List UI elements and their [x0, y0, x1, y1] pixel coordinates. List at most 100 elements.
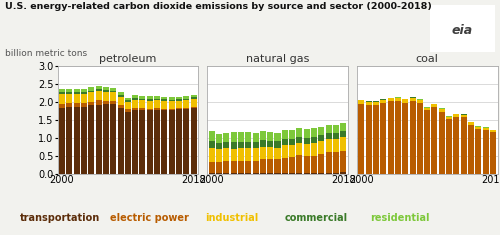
Bar: [191, 108, 197, 174]
Bar: [176, 101, 182, 108]
Bar: [132, 108, 138, 110]
Bar: [245, 148, 251, 161]
Bar: [439, 108, 445, 109]
Bar: [103, 87, 109, 90]
Bar: [230, 132, 236, 142]
Bar: [154, 96, 160, 99]
Bar: [118, 97, 124, 106]
Bar: [238, 142, 244, 148]
Bar: [267, 173, 273, 174]
Bar: [238, 148, 244, 161]
Bar: [81, 89, 87, 92]
Bar: [208, 162, 214, 173]
Bar: [169, 101, 175, 109]
Bar: [461, 114, 467, 115]
Bar: [223, 133, 229, 142]
Bar: [446, 173, 452, 174]
Bar: [296, 173, 302, 174]
Bar: [274, 133, 280, 141]
Bar: [296, 155, 302, 173]
Bar: [296, 129, 302, 137]
Bar: [66, 92, 72, 94]
Bar: [282, 145, 288, 158]
Bar: [410, 98, 416, 101]
Bar: [140, 110, 145, 174]
Bar: [490, 132, 496, 173]
Bar: [311, 156, 317, 173]
Bar: [311, 143, 317, 156]
Bar: [118, 106, 124, 108]
Bar: [245, 142, 251, 148]
Bar: [304, 144, 310, 156]
Bar: [289, 173, 295, 174]
Bar: [483, 128, 489, 130]
Bar: [476, 173, 482, 174]
Bar: [326, 133, 332, 139]
Bar: [296, 143, 302, 155]
Bar: [366, 106, 372, 173]
Bar: [147, 99, 153, 101]
Bar: [110, 104, 116, 174]
Bar: [162, 99, 168, 101]
Bar: [245, 133, 251, 142]
Bar: [388, 173, 394, 174]
Bar: [395, 173, 401, 174]
Bar: [140, 96, 145, 99]
Bar: [132, 98, 138, 100]
Bar: [461, 117, 467, 173]
Bar: [169, 110, 175, 174]
Bar: [432, 104, 438, 107]
Bar: [410, 97, 416, 98]
Text: industrial: industrial: [205, 213, 258, 223]
Bar: [417, 100, 423, 103]
Bar: [282, 173, 288, 174]
Bar: [162, 110, 168, 174]
Bar: [318, 154, 324, 173]
Bar: [238, 133, 244, 142]
Bar: [304, 173, 310, 174]
Bar: [417, 173, 423, 174]
Bar: [318, 135, 324, 141]
Bar: [125, 98, 131, 100]
Bar: [318, 127, 324, 135]
Bar: [176, 97, 182, 99]
Bar: [461, 115, 467, 117]
Bar: [125, 102, 131, 110]
Text: electric power: electric power: [110, 213, 189, 223]
Bar: [483, 130, 489, 173]
Bar: [395, 101, 401, 173]
Text: residential: residential: [370, 213, 430, 223]
Title: petroleum: petroleum: [99, 54, 156, 64]
Bar: [402, 99, 408, 102]
Bar: [103, 101, 109, 104]
Bar: [132, 95, 138, 98]
Bar: [446, 116, 452, 117]
Title: natural gas: natural gas: [246, 54, 309, 64]
Bar: [446, 117, 452, 119]
Bar: [154, 99, 160, 100]
Bar: [81, 106, 87, 174]
Bar: [326, 125, 332, 133]
Bar: [267, 141, 273, 147]
Bar: [366, 102, 372, 106]
Bar: [245, 173, 251, 174]
Bar: [252, 142, 258, 148]
Bar: [88, 87, 94, 91]
Bar: [216, 133, 222, 143]
Bar: [333, 173, 339, 174]
Bar: [318, 173, 324, 174]
Bar: [267, 160, 273, 173]
Bar: [184, 100, 190, 108]
Bar: [59, 89, 65, 92]
Bar: [380, 100, 386, 103]
Bar: [223, 148, 229, 161]
Bar: [88, 92, 94, 102]
Bar: [140, 100, 145, 108]
Bar: [476, 127, 482, 129]
Bar: [118, 108, 124, 174]
Bar: [191, 99, 197, 106]
Bar: [439, 173, 445, 174]
Bar: [176, 110, 182, 174]
Bar: [223, 173, 229, 174]
Bar: [184, 99, 190, 100]
